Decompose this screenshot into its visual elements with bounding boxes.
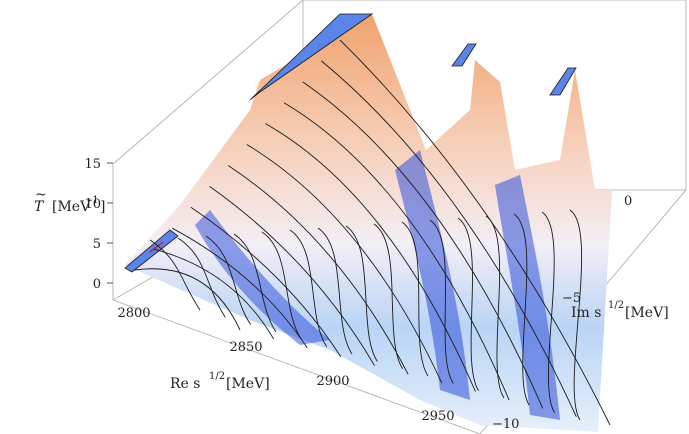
valley-3 bbox=[495, 175, 560, 420]
y-tick-label: 0 bbox=[624, 194, 632, 209]
mesh-line-longitudinal bbox=[283, 102, 510, 401]
peak-caps bbox=[124, 13, 577, 273]
y-label-unit: [MeV] bbox=[625, 305, 669, 321]
z-label-unit-close: ] bbox=[100, 199, 105, 215]
z-label-accent: ~ bbox=[35, 187, 47, 203]
mesh-line-transverse bbox=[233, 233, 277, 333]
pole-valleys bbox=[195, 150, 560, 420]
mesh-line-transverse bbox=[457, 217, 480, 391]
z-label-main: T bbox=[34, 199, 45, 215]
mesh-line-transverse bbox=[485, 215, 505, 399]
peak-cap-2 bbox=[451, 43, 477, 67]
mesh-line-longitudinal bbox=[302, 81, 544, 409]
mesh-line-longitudinal bbox=[134, 268, 241, 331]
valley-2 bbox=[395, 150, 470, 400]
mesh-line-longitudinal bbox=[153, 248, 275, 340]
mesh-line-transverse bbox=[149, 239, 201, 311]
z-tick-label: 10 bbox=[84, 197, 101, 212]
valley-1 bbox=[195, 210, 330, 345]
x-tick-label: 2950 bbox=[421, 409, 454, 424]
x-label-unit: [MeV] bbox=[226, 376, 270, 392]
z-tick-label: 5 bbox=[93, 237, 101, 252]
x-tick-label: 2900 bbox=[316, 374, 349, 389]
peak-cap-3 bbox=[549, 67, 577, 96]
mesh-line-transverse bbox=[177, 237, 226, 318]
z-tick-label: 15 bbox=[84, 157, 101, 172]
mesh-line-longitudinal bbox=[209, 185, 375, 366]
y-tick-label: −5 bbox=[562, 291, 581, 306]
mesh-lines bbox=[134, 39, 611, 426]
mesh-line-transverse bbox=[373, 223, 404, 369]
mesh-line-transverse bbox=[289, 229, 328, 347]
mesh-line-longitudinal bbox=[227, 165, 409, 375]
x-axis-ticks: 2800 2850 2900 2950 bbox=[117, 306, 454, 424]
mesh-line-transverse bbox=[345, 225, 378, 362]
y-axis-ticks: 0 −5 −10 bbox=[492, 194, 632, 432]
x-tick-label: 2800 bbox=[117, 306, 150, 321]
x-tick-label: 2850 bbox=[229, 340, 262, 355]
z-axis-ticks: 0 5 10 15 bbox=[84, 157, 113, 292]
surface bbox=[125, 14, 612, 432]
mesh-line-transverse bbox=[401, 221, 429, 377]
mesh-line-transverse bbox=[317, 227, 353, 355]
y-axis-label: Im s 1/2 [MeV] bbox=[571, 300, 669, 321]
mesh-line-longitudinal bbox=[190, 206, 342, 358]
mesh-line-transverse bbox=[205, 235, 252, 325]
mesh-line-transverse bbox=[261, 231, 302, 340]
x-axis-label: Re s 1/2 [MeV] bbox=[170, 371, 270, 392]
y-label-prefix: Im s bbox=[571, 305, 601, 321]
mesh-line-longitudinal bbox=[246, 144, 443, 384]
x-label-prefix: Re s bbox=[170, 376, 200, 392]
mesh-line-longitudinal bbox=[265, 123, 476, 392]
z-axis-label: T ~ [MeV -1 ] bbox=[34, 187, 105, 215]
z-label-unit-exp: -1 bbox=[89, 195, 99, 206]
mesh-line-transverse bbox=[429, 219, 454, 384]
mesh-line-transverse bbox=[541, 211, 556, 413]
mesh-line-longitudinal bbox=[172, 227, 308, 349]
mesh-line-transverse bbox=[569, 209, 583, 421]
x-label-exp: 1/2 bbox=[209, 371, 225, 382]
y-label-exp: 1/2 bbox=[608, 300, 624, 311]
mesh-line-longitudinal bbox=[321, 60, 577, 417]
z-tick-label: 0 bbox=[93, 277, 101, 292]
y-tick-label: −10 bbox=[492, 417, 519, 432]
mesh-line-transverse bbox=[513, 213, 530, 406]
mesh-line-longitudinal bbox=[339, 39, 611, 426]
peak-cap-1 bbox=[249, 13, 374, 101]
z-label-unit: [MeV bbox=[52, 199, 91, 215]
